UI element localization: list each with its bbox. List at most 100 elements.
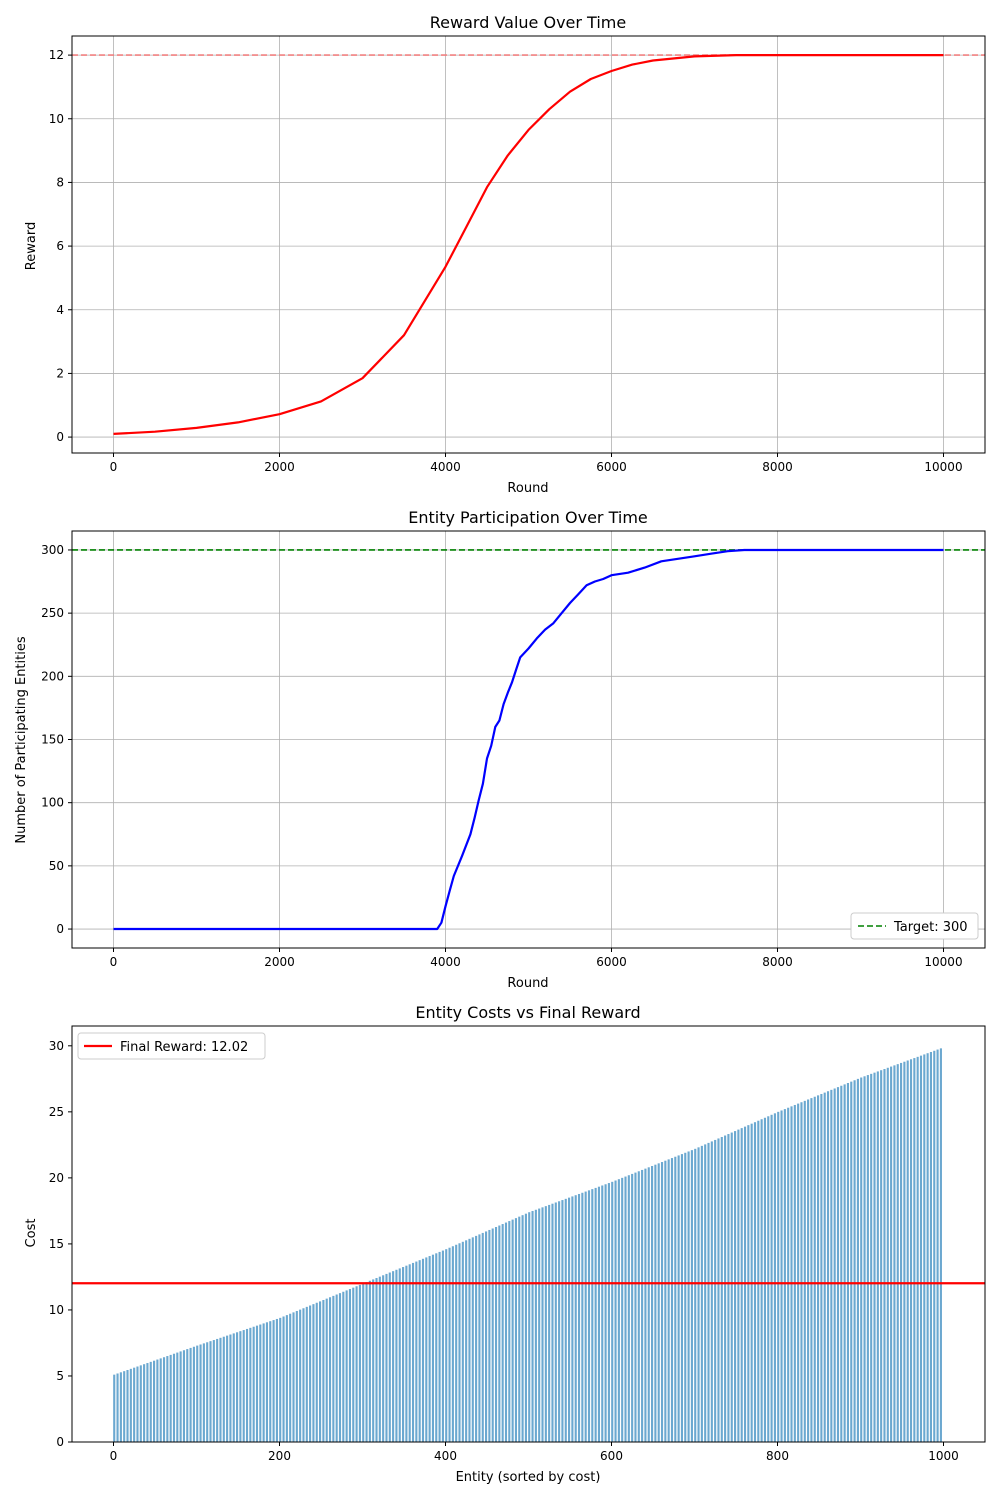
cost-bar xyxy=(468,1238,471,1442)
cost-bar xyxy=(189,1347,192,1442)
cost-bar xyxy=(933,1050,936,1442)
cost-bar xyxy=(345,1290,348,1442)
cost-bar xyxy=(919,1055,923,1442)
cost-bar xyxy=(558,1201,561,1442)
cost-bar xyxy=(182,1350,186,1442)
reward-x-tick-label: 4000 xyxy=(430,460,461,474)
participation-chart-y-label: Number of Participating Entities xyxy=(14,636,29,843)
cost-bar xyxy=(866,1075,869,1442)
cost-bar xyxy=(332,1295,335,1442)
cost-y-tick-label: 0 xyxy=(56,1435,64,1449)
cost-bar xyxy=(724,1135,727,1442)
cost-bar xyxy=(212,1340,215,1442)
cost-bar xyxy=(680,1154,684,1442)
cost-bar xyxy=(687,1151,690,1442)
reward-chart-title: Reward Value Over Time xyxy=(430,13,626,32)
cost-bar xyxy=(577,1193,581,1442)
cost-bar xyxy=(445,1249,448,1442)
cost-bar xyxy=(734,1131,737,1442)
cost-bar xyxy=(909,1059,913,1442)
cost-bar xyxy=(574,1195,577,1442)
cost-bar xyxy=(770,1114,773,1442)
cost-bar xyxy=(355,1286,358,1442)
participation-y-tick-label: 250 xyxy=(41,606,64,620)
cost-bar xyxy=(787,1107,790,1442)
cost-bar xyxy=(893,1065,896,1442)
cost-bar xyxy=(425,1257,428,1442)
cost-bar xyxy=(219,1337,222,1442)
cost-bar xyxy=(684,1152,687,1442)
cost-bar xyxy=(309,1305,312,1442)
cost-bar xyxy=(269,1321,272,1442)
participation-chart-x-label: Round xyxy=(507,976,548,991)
cost-bar xyxy=(929,1051,933,1442)
cost-bar xyxy=(903,1061,906,1442)
cost-chart: Entity Costs vs Final Reward Entity (sor… xyxy=(24,1003,986,1485)
participation-y-tick-label: 100 xyxy=(41,796,64,810)
cost-chart-y-label: Cost xyxy=(24,1219,39,1248)
cost-bar xyxy=(883,1069,886,1442)
cost-bar xyxy=(275,1318,278,1442)
cost-bar xyxy=(561,1200,564,1442)
cost-bar xyxy=(571,1196,574,1442)
cost-bar xyxy=(319,1301,322,1442)
cost-bar xyxy=(402,1267,405,1442)
cost-bar xyxy=(498,1225,501,1442)
cost-bar xyxy=(521,1215,524,1442)
cost-bar xyxy=(501,1224,504,1442)
reward-chart-x-label: Round xyxy=(507,481,548,496)
cost-bar xyxy=(923,1054,926,1442)
cost-bar xyxy=(375,1278,378,1442)
cost-bar xyxy=(166,1356,169,1442)
cost-bar xyxy=(249,1327,252,1442)
cost-bar xyxy=(328,1297,332,1442)
cost-bar xyxy=(285,1315,288,1442)
cost-bar xyxy=(199,1344,202,1442)
cost-bar xyxy=(388,1272,391,1442)
cost-bar xyxy=(133,1367,136,1442)
cost-bar xyxy=(591,1189,594,1442)
cost-bar xyxy=(717,1138,720,1442)
reward-y-tick-label: 0 xyxy=(56,430,64,444)
reward-x-tick-label: 6000 xyxy=(596,460,627,474)
cost-bar xyxy=(594,1187,597,1442)
cost-bar xyxy=(614,1180,617,1442)
cost-bar xyxy=(913,1058,916,1442)
cost-bar xyxy=(880,1070,883,1442)
legend-label: Target: 300 xyxy=(893,920,968,935)
cost-bar xyxy=(873,1072,876,1442)
cost-bar xyxy=(245,1328,249,1442)
participation-chart-title: Entity Participation Over Time xyxy=(408,508,648,527)
cost-bar xyxy=(458,1243,461,1442)
reward-y-tick-label: 4 xyxy=(56,303,64,317)
cost-bar xyxy=(119,1372,122,1442)
cost-bar xyxy=(139,1365,142,1442)
cost-bar xyxy=(146,1363,149,1442)
cost-x-tick-label: 800 xyxy=(766,1449,789,1463)
cost-bar xyxy=(654,1164,657,1442)
cost-bar xyxy=(727,1134,730,1442)
cost-bar xyxy=(677,1155,680,1442)
cost-bar xyxy=(229,1334,232,1442)
cost-bar xyxy=(793,1104,796,1442)
cost-bar xyxy=(378,1276,381,1442)
cost-bar xyxy=(292,1312,295,1442)
cost-bar xyxy=(813,1096,816,1442)
cost-bar xyxy=(385,1273,388,1442)
cost-bar xyxy=(783,1109,786,1442)
cost-bar xyxy=(777,1111,780,1442)
cost-chart-title: Entity Costs vs Final Reward xyxy=(415,1003,640,1022)
cost-bar xyxy=(876,1071,879,1442)
cost-bar xyxy=(568,1197,571,1442)
cost-bar xyxy=(833,1088,836,1442)
cost-bar xyxy=(820,1093,823,1442)
cost-bar xyxy=(475,1235,478,1442)
cost-bar xyxy=(494,1227,498,1442)
cost-bar xyxy=(395,1269,398,1442)
cost-x-tick-label: 400 xyxy=(434,1449,457,1463)
reward-y-tick-label: 10 xyxy=(49,112,64,126)
cost-bar xyxy=(481,1232,484,1442)
cost-bar xyxy=(156,1359,159,1442)
cost-bar xyxy=(415,1261,418,1442)
cost-bar xyxy=(282,1316,285,1442)
